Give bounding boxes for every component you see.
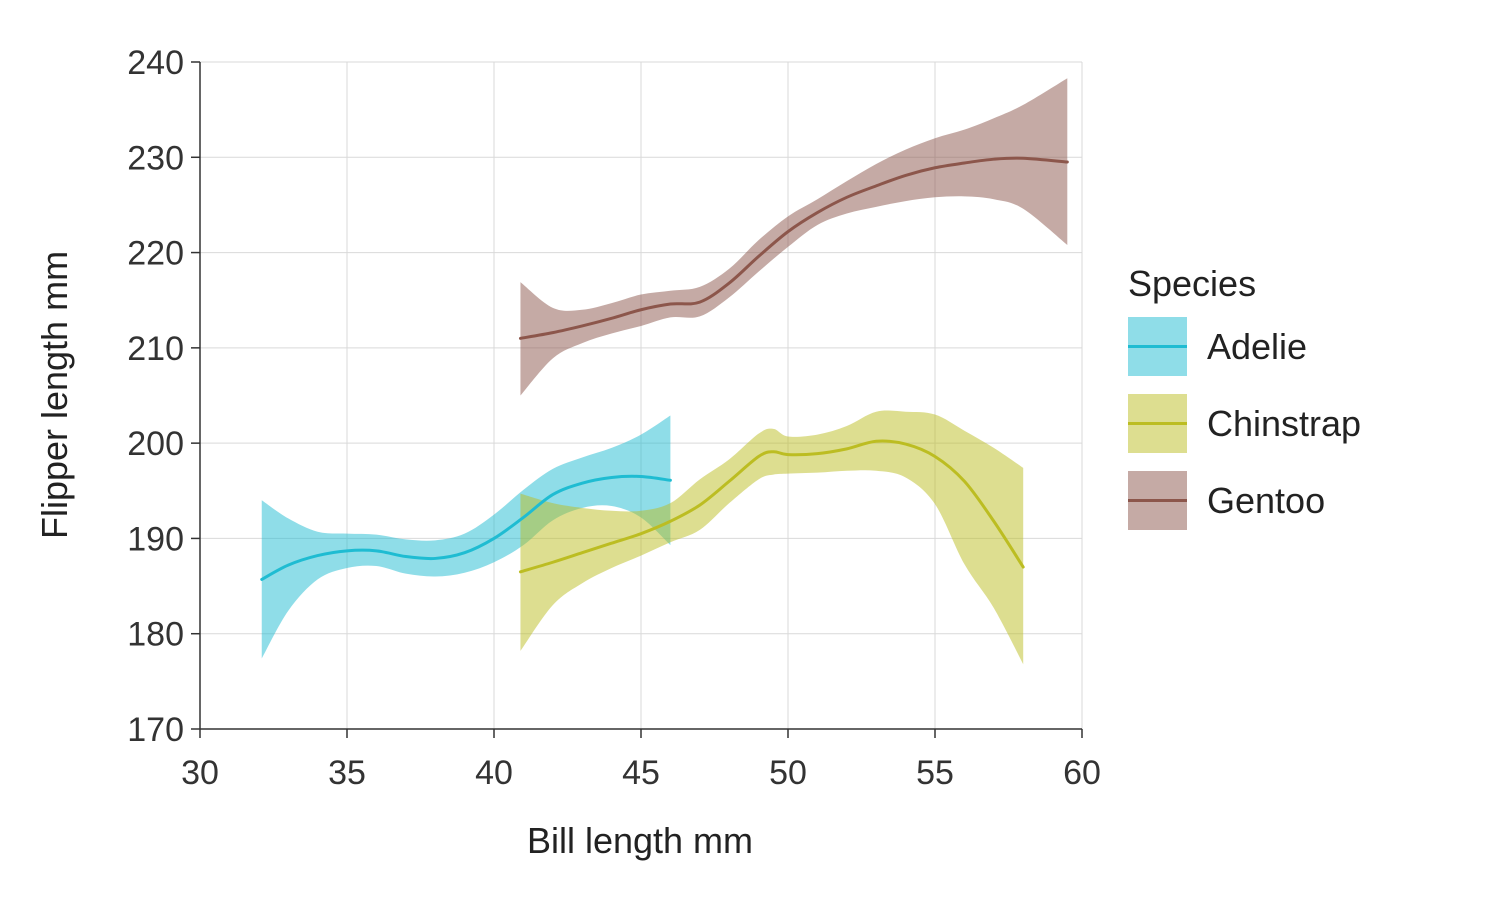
legend-label-chinstrap: Chinstrap: [1207, 403, 1361, 444]
x-tick-label: 50: [769, 754, 807, 792]
x-tick-label: 40: [475, 754, 513, 792]
x-tick-label: 30: [181, 754, 219, 792]
legend-item-adelie: Adelie: [1128, 317, 1307, 376]
legend-item-gentoo: Gentoo: [1128, 471, 1325, 530]
x-tick-label: 55: [916, 754, 954, 792]
x-tick-label: 60: [1063, 754, 1101, 792]
y-tick-label: 210: [127, 330, 184, 368]
band-adelie: [261, 415, 671, 659]
y-tick-label: 230: [127, 139, 184, 177]
y-tick-label: 190: [127, 520, 184, 558]
series-lines: [260, 156, 1069, 581]
band-chinstrap: [520, 410, 1024, 665]
y-tick-label: 240: [127, 44, 184, 82]
line-chinstrap: [518, 439, 1025, 574]
legend-label-gentoo: Gentoo: [1207, 480, 1325, 521]
legend: Species Adelie Chinstrap Gentoo: [1128, 263, 1361, 530]
band-gentoo: [520, 78, 1068, 396]
x-tick-label: 45: [622, 754, 660, 792]
legend-item-chinstrap: Chinstrap: [1128, 394, 1361, 453]
y-tick-label: 170: [127, 711, 184, 749]
y-axis-title: Flipper length mm: [34, 251, 75, 539]
legend-label-adelie: Adelie: [1207, 326, 1307, 367]
line-adelie: [260, 474, 672, 581]
x-axis-title: Bill length mm: [527, 820, 753, 861]
line-gentoo: [518, 156, 1069, 340]
legend-title: Species: [1128, 263, 1256, 304]
confidence-bands: [261, 78, 1068, 665]
legend-items: Adelie Chinstrap Gentoo: [1128, 317, 1361, 530]
y-tick-label: 200: [127, 425, 184, 463]
y-tick-label: 220: [127, 235, 184, 273]
x-tick-label: 35: [328, 754, 366, 792]
axes: 30 35 40 45 50 55 60 170 180 190 200 210 220 230 240: [127, 44, 1101, 792]
y-tick-label: 180: [127, 616, 184, 654]
